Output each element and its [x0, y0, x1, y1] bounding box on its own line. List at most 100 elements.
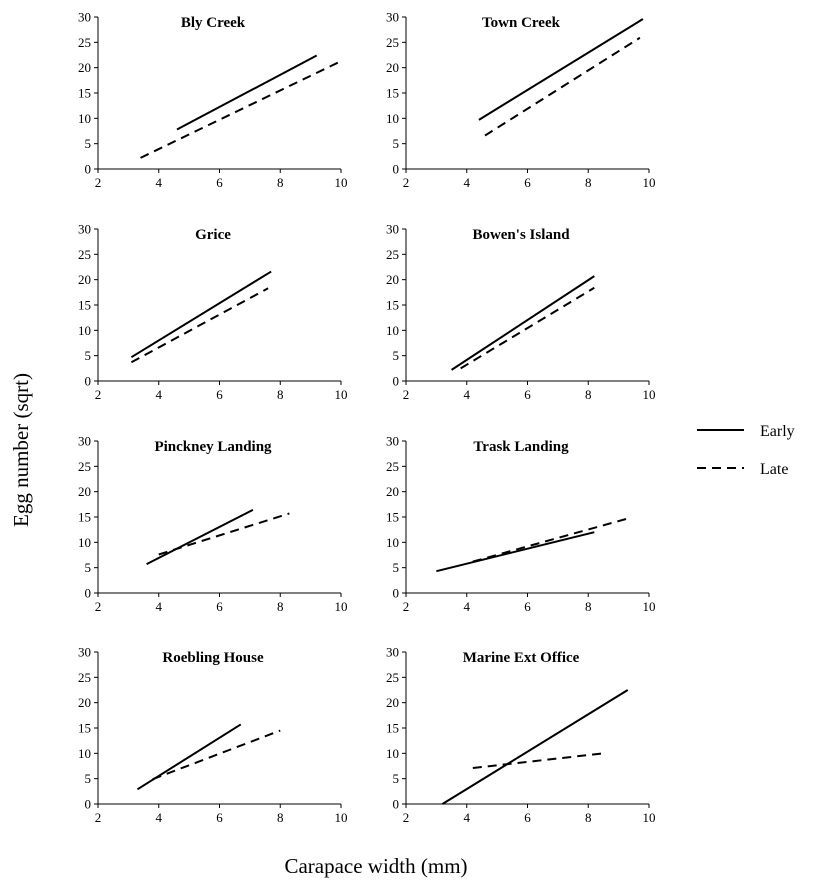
- series-early-line: [478, 18, 644, 121]
- x-tick-label: 10: [335, 810, 348, 825]
- panel-bly-creek: 0 5 10 15 20 25 30 2 4 6 8 10 Bly Creek: [78, 10, 348, 191]
- panel-title: Roebling House: [162, 650, 264, 666]
- y-tick-label: 20: [386, 484, 399, 499]
- y-tick-label: 25: [386, 670, 399, 685]
- y-tick-label: 15: [78, 510, 91, 525]
- series-late-line: [130, 287, 269, 364]
- panel-title: Grice: [195, 227, 231, 243]
- x-tick-label: 6: [524, 175, 531, 190]
- x-tick-label: 6: [216, 599, 223, 614]
- series-late-line: [460, 286, 595, 370]
- y-tick-label: 20: [78, 272, 91, 287]
- y-tick-label: 25: [78, 247, 91, 262]
- y-tick-label: 10: [386, 746, 399, 761]
- panel-pinckney-landing: 0 5 10 15 20 25 30 2 4 6 8 10 Pinckney Landing: [78, 434, 348, 615]
- y-tick-label: 25: [386, 247, 399, 262]
- x-tick-label: 4: [464, 387, 471, 402]
- y-tick-label: 5: [393, 136, 400, 151]
- x-tick-label: 8: [277, 599, 284, 614]
- x-tick-label: 2: [403, 599, 410, 614]
- y-tick-label: 25: [386, 459, 399, 474]
- y-tick-label: 25: [78, 35, 91, 50]
- x-tick-label: 10: [643, 599, 656, 614]
- x-tick-label: 10: [335, 387, 348, 402]
- y-tick-label: 30: [78, 434, 91, 449]
- y-tick-label: 30: [78, 645, 91, 660]
- x-tick-label: 6: [524, 810, 531, 825]
- y-tick-label: 15: [386, 86, 399, 101]
- x-tick-label: 6: [216, 387, 223, 402]
- x-tick-label: 8: [585, 810, 592, 825]
- x-tick-label: 6: [524, 599, 531, 614]
- y-tick-label: 20: [78, 60, 91, 75]
- x-tick-label: 10: [643, 810, 656, 825]
- y-tick-label: 20: [78, 695, 91, 710]
- panel-title: Trask Landing: [473, 439, 569, 455]
- y-tick-label: 25: [78, 459, 91, 474]
- legend-early-label: Early: [760, 423, 795, 440]
- x-tick-label: 4: [464, 599, 471, 614]
- series-late-line: [472, 752, 604, 770]
- series-late-line: [158, 512, 290, 556]
- x-tick-label: 2: [95, 810, 102, 825]
- y-tick-label: 5: [393, 560, 400, 575]
- y-tick-label: 30: [386, 10, 399, 25]
- y-tick-label: 25: [386, 35, 399, 50]
- y-tick-label: 5: [393, 771, 400, 786]
- y-tick-label: 0: [393, 586, 400, 601]
- series-late-line: [140, 61, 339, 159]
- panel-town-creek: 0 5 10 15 20 25 30 2 4 6 8 10 Town Creek: [386, 10, 656, 191]
- y-tick-label: 5: [85, 136, 92, 151]
- y-tick-label: 0: [85, 797, 92, 812]
- y-tick-label: 30: [78, 10, 91, 25]
- series-late-line: [484, 36, 641, 137]
- y-tick-label: 20: [386, 60, 399, 75]
- panel-bowen-s-island: 0 5 10 15 20 25 30 2 4 6 8 10 Bowen's Island: [386, 222, 656, 403]
- x-tick-label: 8: [585, 175, 592, 190]
- y-tick-label: 20: [386, 272, 399, 287]
- x-tick-label: 10: [643, 175, 656, 190]
- y-tick-label: 0: [85, 586, 92, 601]
- x-tick-label: 4: [156, 599, 163, 614]
- y-tick-label: 15: [386, 298, 399, 313]
- series-early-line: [436, 531, 595, 573]
- panel-grice: 0 5 10 15 20 25 30 2 4 6 8 10 Grice: [78, 222, 348, 403]
- y-tick-label: 15: [386, 721, 399, 736]
- x-tick-label: 6: [216, 175, 223, 190]
- y-tick-label: 0: [85, 162, 92, 177]
- y-tick-label: 15: [78, 721, 91, 736]
- y-tick-label: 10: [78, 111, 91, 126]
- y-tick-label: 10: [78, 323, 91, 338]
- legend-late-label: Late: [760, 461, 788, 478]
- x-tick-label: 4: [464, 810, 471, 825]
- y-tick-label: 0: [393, 162, 400, 177]
- panel-trask-landing: 0 5 10 15 20 25 30 2 4 6 8 10 Trask Landing: [386, 434, 656, 615]
- y-tick-label: 20: [78, 484, 91, 499]
- series-early-line: [441, 689, 629, 805]
- x-tick-label: 2: [95, 599, 102, 614]
- x-tick-label: 2: [95, 387, 102, 402]
- y-tick-label: 10: [386, 111, 399, 126]
- x-tick-label: 10: [335, 599, 348, 614]
- y-tick-label: 30: [78, 222, 91, 237]
- y-tick-label: 30: [386, 434, 399, 449]
- x-tick-label: 8: [585, 599, 592, 614]
- x-tick-label: 8: [277, 175, 284, 190]
- x-tick-label: 4: [156, 810, 163, 825]
- x-tick-label: 2: [403, 810, 410, 825]
- y-tick-label: 5: [393, 348, 400, 363]
- y-tick-label: 10: [78, 535, 91, 550]
- y-tick-label: 5: [85, 560, 92, 575]
- x-tick-label: 10: [643, 387, 656, 402]
- series-late-line: [152, 729, 281, 781]
- x-tick-label: 4: [464, 175, 471, 190]
- y-tick-label: 15: [78, 86, 91, 101]
- legend: Early Late: [697, 423, 795, 478]
- series-early-line: [176, 54, 318, 131]
- panel-title: Bowen's Island: [472, 227, 570, 243]
- y-tick-label: 15: [386, 510, 399, 525]
- x-tick-label: 2: [95, 175, 102, 190]
- x-tick-label: 10: [335, 175, 348, 190]
